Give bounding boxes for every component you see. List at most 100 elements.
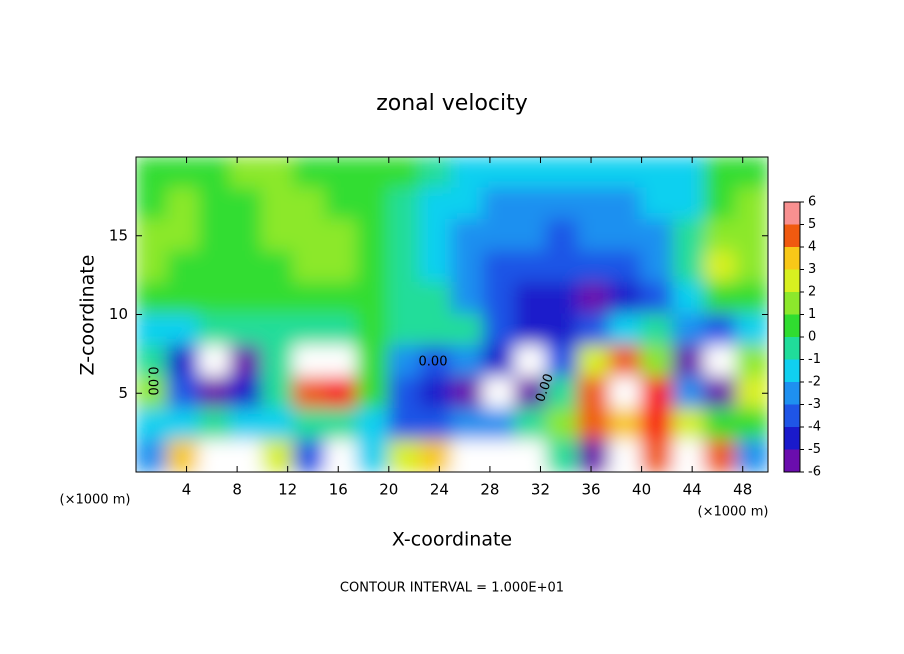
cell [356, 250, 390, 284]
x-tick-label: 44 [683, 481, 702, 499]
cell [356, 313, 390, 347]
cell [324, 313, 359, 347]
cell [198, 282, 232, 316]
cell [703, 439, 738, 472]
cell [482, 250, 517, 284]
cell [198, 345, 232, 379]
cell [451, 313, 485, 347]
cell [482, 408, 517, 442]
cell [577, 187, 611, 221]
cell [229, 408, 264, 442]
cell [514, 219, 548, 253]
cell [609, 345, 643, 379]
overlay: 4 8 12 16 20 24 28 32 36 40 44 48510150.000.000.00-… [109, 156, 821, 499]
cell [640, 219, 675, 253]
x-tick-label: 40 [632, 481, 651, 499]
cell [545, 376, 580, 410]
cell [356, 439, 390, 472]
colorbar-band [784, 247, 800, 270]
cell [261, 376, 295, 410]
cell [672, 408, 706, 442]
cell [577, 376, 611, 410]
cell [640, 408, 675, 442]
cell [577, 345, 611, 379]
cell [672, 219, 706, 253]
cell [198, 157, 232, 190]
cell [261, 345, 295, 379]
cell [293, 376, 327, 410]
cell [387, 345, 422, 379]
cell [577, 157, 611, 190]
cell [703, 187, 738, 221]
cell [514, 250, 548, 284]
cell [261, 157, 295, 190]
cell [419, 345, 453, 379]
cell [387, 376, 422, 410]
x-tick-label: 48 [733, 481, 752, 499]
cell [577, 439, 611, 472]
cell [166, 439, 201, 472]
cell [419, 282, 453, 316]
cell [735, 345, 768, 379]
cell [356, 157, 390, 190]
cell [482, 219, 517, 253]
cell [356, 282, 390, 316]
cell [609, 250, 643, 284]
cell [640, 439, 675, 472]
cell [136, 345, 169, 379]
cell [419, 313, 453, 347]
colorbar-tick-label: 5 [808, 217, 816, 232]
x-tick-label: 28 [480, 481, 499, 499]
cell [293, 282, 327, 316]
cell [387, 157, 422, 190]
x-tick-label: 24 [430, 481, 449, 499]
cell [514, 157, 548, 190]
cell [356, 187, 390, 221]
cell [451, 187, 485, 221]
cell [514, 376, 548, 410]
cell [166, 219, 201, 253]
cell [672, 313, 706, 347]
cell [136, 439, 169, 472]
x-axis-label: X-coordinate [392, 529, 512, 551]
cell [451, 376, 485, 410]
cell [229, 345, 264, 379]
cell [609, 313, 643, 347]
cell [514, 313, 548, 347]
cell [166, 313, 201, 347]
cell [229, 250, 264, 284]
cell [482, 282, 517, 316]
cell [609, 408, 643, 442]
colorbar-band [784, 382, 800, 405]
cell [136, 157, 169, 190]
cell [482, 439, 517, 472]
cell [261, 408, 295, 442]
y-tick-label: 15 [109, 226, 128, 244]
cell [545, 250, 580, 284]
cell [166, 157, 201, 190]
cell [672, 282, 706, 316]
cell [324, 408, 359, 442]
x-tick-label: 8 [232, 481, 242, 499]
cell [482, 345, 517, 379]
cell [387, 313, 422, 347]
cell [703, 250, 738, 284]
cell [324, 376, 359, 410]
colorbar-tick-label: -5 [808, 442, 821, 457]
cell [356, 219, 390, 253]
cell [419, 250, 453, 284]
cell [735, 408, 768, 442]
cell [136, 250, 169, 284]
cell [293, 157, 327, 190]
cell [672, 439, 706, 472]
cell [545, 439, 580, 472]
cell [293, 345, 327, 379]
cell [577, 313, 611, 347]
y-tick-label: 5 [118, 384, 128, 402]
cell [609, 282, 643, 316]
cell [640, 282, 675, 316]
cell [387, 250, 422, 284]
cell [261, 187, 295, 221]
colorbar-tick-label: 6 [808, 195, 816, 210]
